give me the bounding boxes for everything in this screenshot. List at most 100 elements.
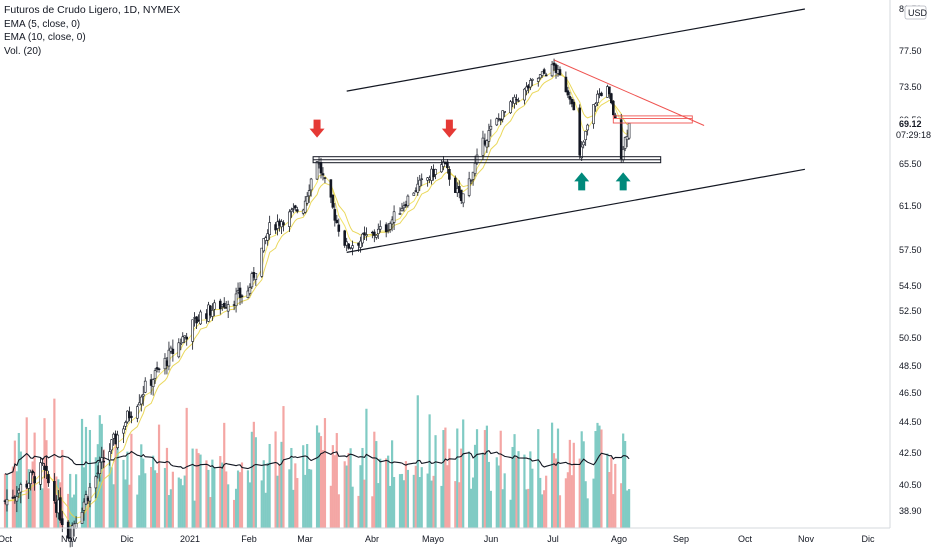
volume-bar	[337, 494, 340, 528]
x-tick-label: Mar	[297, 534, 313, 544]
x-tick-label: Dic	[121, 534, 134, 544]
y-tick-label: 48.50	[899, 361, 922, 371]
volume-bar	[73, 494, 76, 528]
volume-bar	[509, 499, 512, 528]
candle-body	[473, 162, 477, 174]
candle-body	[523, 88, 526, 101]
candle-body	[345, 241, 348, 246]
down-arrow-may[interactable]	[441, 119, 457, 138]
volume-bar	[17, 432, 20, 528]
candle-body	[572, 101, 576, 111]
candle-body	[155, 367, 159, 370]
y-tick-label: 54.50	[899, 281, 922, 291]
volume-bar	[444, 427, 447, 528]
volume-bar	[539, 477, 542, 528]
volume-bar	[266, 462, 269, 528]
volume-bar	[238, 472, 242, 528]
candle-body	[481, 137, 485, 156]
volume-bar	[428, 414, 431, 528]
volume-bar	[219, 456, 222, 528]
volume-bar	[126, 451, 129, 528]
y-tick-label: 77.50	[899, 46, 922, 56]
candle-body	[531, 78, 534, 81]
up-arrow-august[interactable]	[615, 172, 631, 191]
candle-body	[319, 162, 323, 174]
volume-bar	[416, 395, 419, 528]
candle-body	[503, 111, 506, 113]
down-arrow-march[interactable]	[309, 119, 325, 138]
volume-bar	[288, 469, 291, 528]
volume-bar	[264, 492, 267, 528]
volume-bar	[347, 452, 350, 528]
volume-bar	[274, 431, 277, 528]
volume-bar	[225, 471, 228, 528]
volume-bar	[614, 463, 617, 528]
channel-lower-line[interactable]	[346, 168, 806, 253]
ema5-legend[interactable]: EMA (5, close, 0)	[4, 18, 81, 30]
candle-body	[538, 74, 542, 79]
volume-bar	[45, 440, 48, 528]
candle-body	[600, 92, 603, 97]
candle-body	[412, 192, 416, 196]
volume-bar	[205, 460, 208, 528]
candle-body	[578, 107, 582, 156]
volume-bar	[531, 468, 534, 528]
candle-body	[136, 406, 139, 419]
volume-bar	[163, 468, 167, 528]
volume-bar	[351, 486, 354, 528]
volume-bar	[529, 451, 532, 528]
candle-body	[566, 90, 570, 96]
volume-bar	[138, 475, 141, 528]
candle-body	[471, 171, 475, 180]
volume-bar	[596, 422, 599, 528]
candle-body	[139, 396, 143, 405]
candle-body	[351, 245, 354, 249]
candle-body	[392, 211, 396, 223]
volume-bar	[499, 430, 502, 528]
volume-bar	[250, 431, 253, 528]
candle-body	[529, 80, 532, 88]
volume-bar	[363, 479, 366, 528]
candle-body	[613, 114, 617, 119]
volume-bar	[329, 485, 332, 528]
channel-upper-line[interactable]	[346, 8, 806, 92]
currency-badge[interactable]	[904, 5, 927, 20]
candle-body	[288, 211, 291, 227]
ema10-legend[interactable]: EMA (10, close, 0)	[4, 32, 86, 43]
volume-bar	[620, 483, 623, 528]
volume-bar	[240, 462, 244, 528]
volume-bar	[454, 481, 457, 528]
drawings[interactable]	[309, 8, 806, 253]
volume-bar	[248, 482, 251, 528]
candle-body	[373, 231, 376, 236]
volume-bar	[582, 441, 585, 528]
symbol-title[interactable]: Futuros de Crudo Ligero, 1D, NYMEX	[4, 4, 181, 16]
volume-bar	[586, 498, 589, 528]
candle-body	[525, 86, 528, 92]
volume-legend[interactable]: Vol. (20)	[4, 45, 42, 57]
candle-body	[309, 178, 313, 191]
candle-body	[74, 522, 78, 529]
volume-bar	[142, 458, 145, 528]
up-arrow-july[interactable]	[574, 172, 590, 191]
volume-bar	[169, 489, 172, 528]
ema-lines	[4, 69, 630, 527]
volume-bar	[31, 461, 34, 528]
volume-bar	[418, 477, 421, 528]
x-tick-label: Feb	[241, 534, 257, 544]
candle-body	[361, 233, 364, 244]
y-tick-label: 50.50	[899, 333, 922, 343]
volume-bar	[221, 462, 224, 528]
volume-bar	[321, 450, 325, 528]
volume-bar	[122, 459, 125, 528]
volume-bar	[606, 453, 609, 528]
candle-body	[469, 180, 473, 182]
volume-bar	[128, 484, 131, 528]
volume-bar	[495, 457, 498, 528]
resistance-zone[interactable]	[612, 115, 693, 124]
descending-trend-line[interactable]	[553, 59, 705, 126]
candle-body	[181, 336, 185, 343]
volume-bar	[628, 489, 631, 528]
